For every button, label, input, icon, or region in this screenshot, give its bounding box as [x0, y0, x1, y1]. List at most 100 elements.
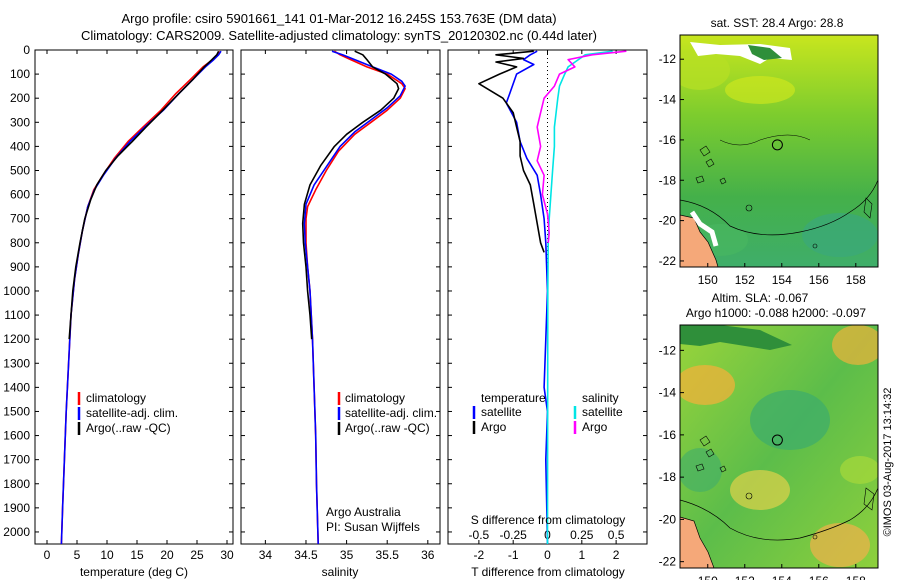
depth-tick-label: 1700	[3, 453, 30, 467]
reef-outline	[745, 492, 753, 500]
series-climatology	[305, 50, 406, 545]
series-satellite-adj-clim	[60, 50, 222, 545]
sla-low-patch	[680, 448, 722, 492]
sla-high-patch	[840, 456, 878, 484]
depth-tick-label: 700	[10, 212, 30, 226]
depth-tick-label: 500	[10, 163, 30, 177]
map-lat-label: -14	[659, 93, 677, 107]
map-lat-label: -16	[659, 428, 677, 442]
argo-float-location-marker	[771, 139, 783, 151]
sst-map-title: sat. SST: 28.4 Argo: 28.8	[711, 16, 844, 30]
difference-xtick-label: -1	[508, 548, 519, 562]
sla-map-title-line2: Argo h1000: -0.088 h2000: -0.097	[686, 306, 866, 320]
reef-outline	[695, 435, 727, 473]
depth-tick-label: 200	[10, 91, 30, 105]
salinity-diff-tick-label: -0.5	[469, 528, 490, 542]
depth-tick-label: 1300	[3, 356, 30, 370]
temperature-chart: 0100200300400500600700800900100011001200…	[3, 43, 234, 562]
map-lat-label: -20	[659, 512, 677, 526]
salinity-xtick-label: 35.5	[376, 548, 400, 562]
depth-tick-label: 300	[10, 115, 30, 129]
depth-tick-label: 400	[10, 139, 30, 153]
legend-label-satellite: satellite-adj. clim.	[345, 406, 437, 420]
salinity-diff-tick-label: 0.25	[570, 528, 594, 542]
series-temperature-satellite	[505, 50, 549, 545]
reef-outline	[812, 243, 818, 249]
difference-xtick-label: 1	[578, 548, 585, 562]
salinity-legend: climatology satellite-adj. clim. Argo(..…	[326, 391, 437, 534]
series-argo-raw-qc	[68, 50, 220, 340]
map-lon-label: 156	[809, 273, 829, 287]
salinity-chart: 34 34.5 35 35.5 36	[241, 49, 440, 562]
legend-label-satellite: satellite-adj. clim.	[86, 406, 178, 420]
map-lon-label: 150	[698, 273, 718, 287]
map-lat-label: -12	[659, 52, 677, 66]
sst-warm-patch	[680, 50, 730, 90]
map-lon-label: 152	[735, 273, 755, 287]
figure-title-line2: Climatology: CARS2009. Satellite-adjuste…	[81, 28, 597, 43]
map-lon-label: 152	[735, 574, 755, 580]
temperature-xtick-label: 20	[160, 548, 174, 562]
depth-tick-label: 1900	[3, 501, 30, 515]
depth-tick-label: 1100	[4, 308, 30, 322]
salinity-xtick-label: 35	[340, 548, 354, 562]
difference-legend: temperature satellite Argo salinity sate…	[472, 391, 623, 434]
depth-tick-label: 1800	[3, 477, 30, 491]
depth-tick-label: 600	[10, 188, 30, 202]
difference-xlabel-top: S difference from climatology	[471, 513, 626, 527]
map-lat-label: -14	[659, 386, 677, 400]
sst-map-frame	[679, 34, 879, 268]
temperature-xtick-label: 25	[190, 548, 204, 562]
difference-xlabel: T difference from climatology	[471, 565, 625, 579]
sla-high-patch	[832, 325, 878, 365]
map-lat-label: -16	[659, 133, 677, 147]
credit-argo-australia: Argo Australia	[326, 505, 401, 519]
map-lon-label: 158	[846, 273, 866, 287]
depth-tick-label: 900	[10, 260, 30, 274]
australia-coast	[680, 516, 715, 568]
map-lat-label: -22	[659, 555, 677, 569]
temperature-legend: climatology satellite-adj. clim. Argo(..…	[77, 391, 178, 435]
depth-tick-label: 1400	[3, 380, 30, 394]
island-icon	[748, 45, 782, 60]
salinity-panel-frame	[240, 49, 441, 545]
legend-label-climatology: climatology	[86, 391, 146, 405]
argo-float-location-marker	[771, 434, 783, 446]
temperature-xtick-label: 15	[130, 548, 144, 562]
sla-low-patch	[750, 390, 830, 450]
reef-outline	[745, 204, 753, 212]
map-lon-label: 158	[846, 574, 866, 580]
sla-map-axes: 150 152 154 156 158 -12 -14 -16 -18 -20 -22	[659, 343, 866, 580]
legend-label-t-satellite: satellite	[481, 405, 522, 419]
depth-tick-label: 0	[23, 43, 30, 57]
sst-map	[680, 35, 878, 267]
depth-tick-label: 1600	[3, 429, 30, 443]
difference-xtick-label: -2	[474, 548, 485, 562]
difference-xtick-label: 0	[544, 548, 551, 562]
sla-high-patch	[680, 365, 735, 405]
map-lat-label: -22	[659, 254, 677, 268]
temperature-xlabel: temperature (deg C)	[80, 565, 188, 579]
credit-pi: PI: Susan Wijffels	[326, 520, 420, 534]
series-salinity-satellite	[546, 50, 613, 545]
temperature-xtick-label: 5	[74, 548, 81, 562]
legend-label-s-satellite: satellite	[582, 405, 623, 419]
sst-missing-data	[689, 210, 719, 247]
temperature-xtick-label: 10	[100, 548, 114, 562]
sst-warm-patch	[725, 76, 795, 104]
series-temperature-argo	[478, 50, 545, 253]
sst-cool-patch	[802, 213, 878, 257]
series-climatology	[60, 50, 222, 545]
legend-label-argo: Argo(..raw -QC)	[345, 421, 430, 435]
reef-outline	[812, 534, 818, 540]
salinity-xtick-label: 34.5	[294, 548, 318, 562]
legend-label-s-argo: Argo	[582, 420, 608, 434]
legend-label-argo: Argo(..raw -QC)	[86, 421, 171, 435]
legend-title-temperature: temperature	[481, 391, 546, 405]
salinity-diff-tick-label: 0.5	[608, 528, 625, 542]
map-lat-label: -12	[659, 343, 677, 357]
map-lon-label: 154	[772, 574, 792, 580]
isobath-line	[680, 179, 878, 236]
